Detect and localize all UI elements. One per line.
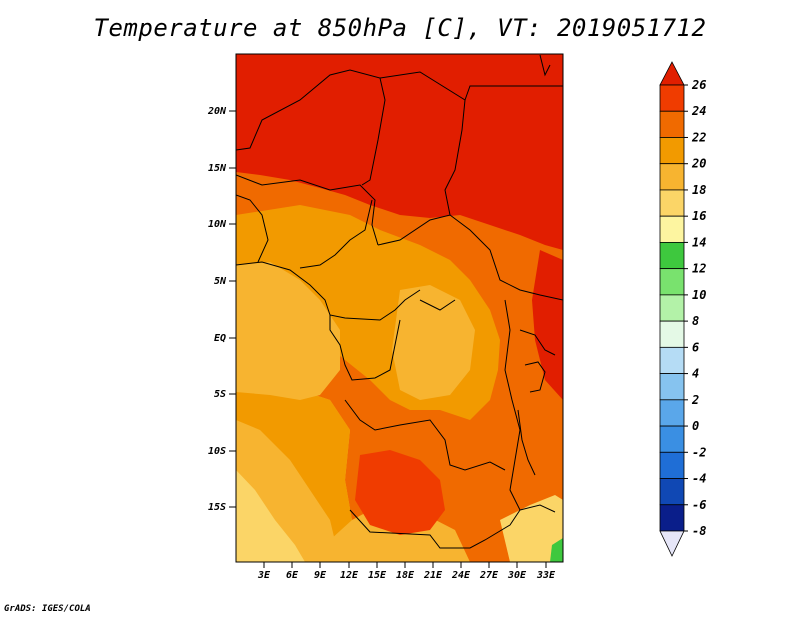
lat-label: 15N xyxy=(208,163,227,174)
lon-label: 21E xyxy=(423,570,443,581)
colorbar-label: 16 xyxy=(692,209,706,223)
border-line xyxy=(504,299,556,513)
field-band-24 xyxy=(236,54,563,250)
field-band-18c xyxy=(392,285,475,400)
colorbar-swatch xyxy=(659,215,685,243)
border-line xyxy=(236,69,386,186)
border-line xyxy=(349,509,521,549)
field-band-16b xyxy=(500,495,563,562)
colorbar-swatch xyxy=(659,478,685,506)
field-band-14 xyxy=(550,538,563,562)
lon-label: 18E xyxy=(396,570,415,581)
colorbar-label: -4 xyxy=(692,472,706,486)
grads-credit: GrADS: IGES/COLA xyxy=(4,604,91,614)
border-line xyxy=(517,409,536,476)
colorbar-swatch xyxy=(659,373,685,401)
colorbar-swatch xyxy=(659,163,685,191)
border-line xyxy=(379,71,466,216)
colorbar-label: 14 xyxy=(692,235,706,249)
lon-axis: 3E 6E 9E 12E 15E 18E 21E 24E 27E 30E 33E xyxy=(257,562,556,581)
border-line xyxy=(329,315,401,381)
colorbar-swatch xyxy=(659,504,685,532)
lon-label: 3E xyxy=(257,570,271,581)
colorbar-label: 10 xyxy=(692,288,706,302)
colorbar-label: 4 xyxy=(692,367,699,381)
border-line xyxy=(524,361,546,393)
colorbar-swatch xyxy=(659,84,685,112)
colorbar-over-arrow xyxy=(659,61,685,86)
lat-label: 5N xyxy=(214,276,227,287)
border-line xyxy=(464,85,563,101)
border-line xyxy=(344,399,506,471)
colorbar-label: -8 xyxy=(692,524,706,538)
colorbar-label: -2 xyxy=(692,445,706,459)
colorbar-swatch xyxy=(659,268,685,296)
lon-label: 30E xyxy=(507,570,527,581)
field-band-18 xyxy=(236,262,340,400)
lon-label: 9E xyxy=(314,570,327,581)
field-band-24c xyxy=(355,450,445,535)
colorbar-label: 6 xyxy=(692,340,699,354)
field-band-24b xyxy=(532,250,563,400)
map-frame xyxy=(235,53,564,563)
border-line xyxy=(236,194,269,263)
colorbar-label: 0 xyxy=(692,419,699,433)
border-line xyxy=(299,199,373,269)
colorbar-label: 22 xyxy=(691,130,706,144)
colorbar-swatch xyxy=(659,425,685,453)
lon-label: 24E xyxy=(451,570,471,581)
field-band-16 xyxy=(236,470,305,562)
border-line xyxy=(519,329,556,356)
border-line xyxy=(539,54,551,77)
lat-axis: 20N 15N 10N 5N EQ 5S 10S 15S xyxy=(207,106,236,513)
lat-label: 15S xyxy=(208,502,226,513)
lat-label: 10S xyxy=(208,446,226,457)
lon-label: 15E xyxy=(368,570,387,581)
colorbar-label: 8 xyxy=(692,314,699,328)
lon-label: 12E xyxy=(340,570,359,581)
colorbar-swatch xyxy=(659,320,685,348)
colorbar-swatch xyxy=(659,137,685,165)
lat-label: 5S xyxy=(214,389,226,400)
lon-label: 6E xyxy=(286,570,299,581)
colorbar-swatch xyxy=(659,294,685,322)
colorbar-label: 24 xyxy=(691,104,706,118)
colorbar-swatch xyxy=(659,189,685,217)
colorbar-label: 20 xyxy=(691,157,706,171)
lon-label: 33E xyxy=(536,570,556,581)
border-line xyxy=(377,214,563,301)
colorbar-swatch xyxy=(659,110,685,138)
lon-label: 27E xyxy=(479,570,499,581)
lat-label: 10N xyxy=(208,219,227,230)
colorbar-label: 18 xyxy=(692,183,706,197)
colorbar-label: -6 xyxy=(692,498,706,512)
colorbar-swatch xyxy=(659,451,685,479)
temperature-field xyxy=(236,54,563,562)
colorbar-swatch xyxy=(659,399,685,427)
colorbar-swatch xyxy=(659,242,685,270)
colorbar-label: 2 xyxy=(691,393,699,407)
border-line xyxy=(236,174,379,246)
colorbar-boxes xyxy=(659,84,685,532)
country-borders xyxy=(236,54,563,549)
border-line xyxy=(419,299,456,311)
lat-label: EQ xyxy=(214,333,226,344)
colorbar-under-arrow xyxy=(659,530,685,557)
map-title: Temperature at 850hPa [C], VT: 201905171… xyxy=(93,14,707,42)
colorbar-label: 26 xyxy=(691,78,706,92)
colorbar-swatch xyxy=(659,346,685,374)
lat-label: 20N xyxy=(207,106,227,117)
colorbar-label: 12 xyxy=(692,262,706,276)
